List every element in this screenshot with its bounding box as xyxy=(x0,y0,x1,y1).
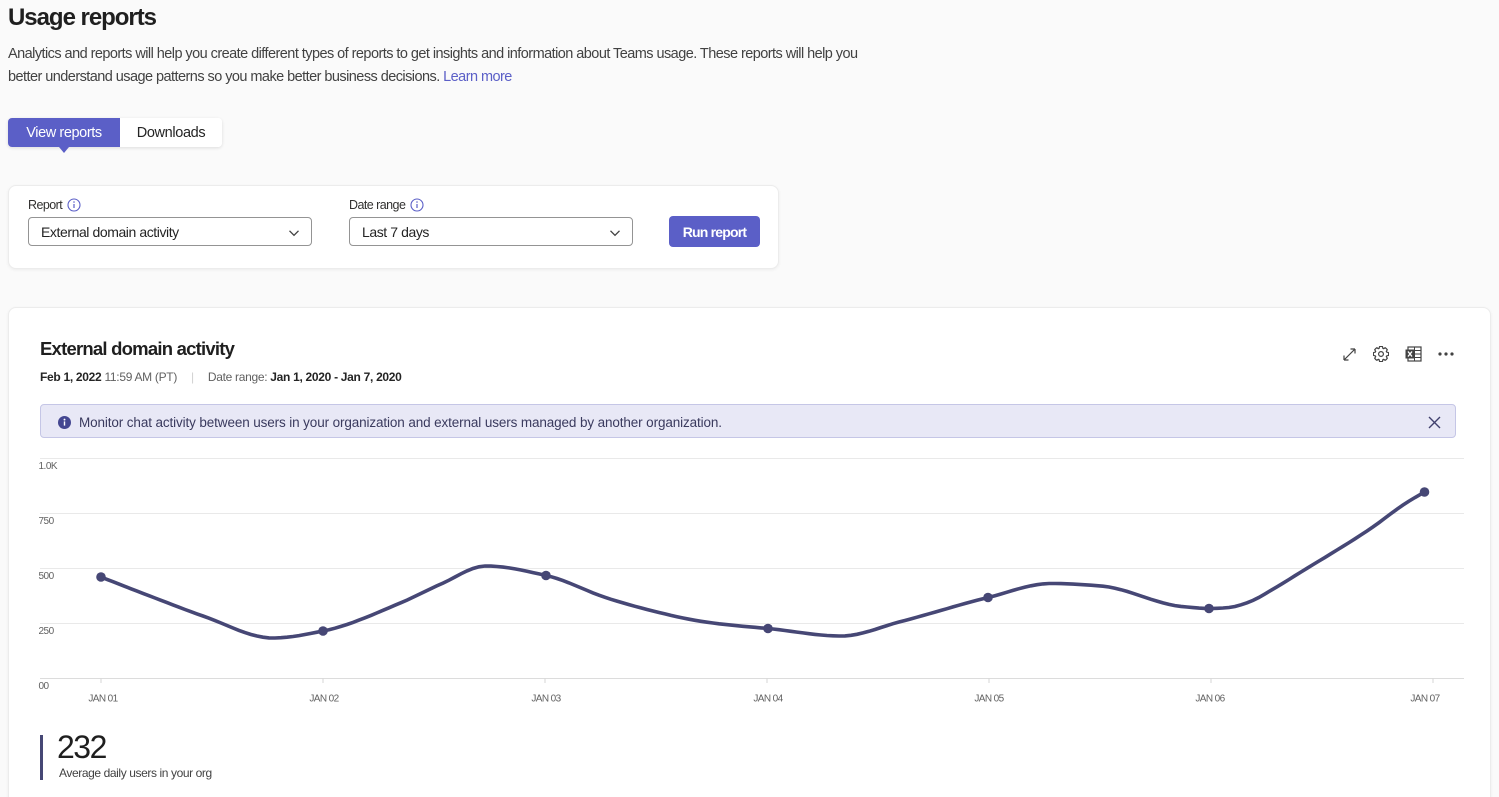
svg-text:JAN 05: JAN 05 xyxy=(974,693,1004,704)
svg-text:JAN 01: JAN 01 xyxy=(88,693,118,704)
svg-text:JAN 06: JAN 06 xyxy=(1195,693,1225,704)
svg-text:250: 250 xyxy=(39,626,55,637)
svg-text:00: 00 xyxy=(39,681,50,692)
svg-text:JAN 07: JAN 07 xyxy=(1410,693,1440,704)
svg-text:500: 500 xyxy=(39,571,55,582)
svg-text:750: 750 xyxy=(39,516,55,527)
svg-text:JAN 02: JAN 02 xyxy=(309,693,339,704)
svg-text:1.0K: 1.0K xyxy=(39,461,58,472)
svg-text:JAN 04: JAN 04 xyxy=(753,693,783,704)
svg-text:JAN 03: JAN 03 xyxy=(531,693,561,704)
